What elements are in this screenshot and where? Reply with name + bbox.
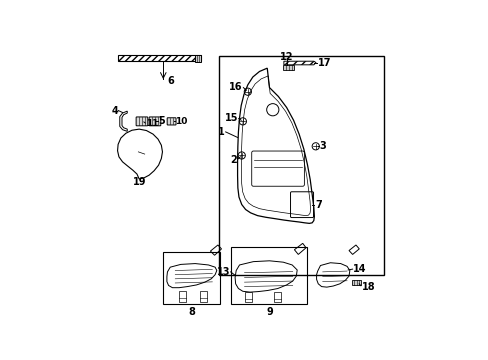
Text: 8: 8: [188, 307, 195, 317]
Text: 15: 15: [224, 113, 238, 123]
Text: 10: 10: [175, 117, 187, 126]
Bar: [218, 56, 383, 275]
Text: 4: 4: [111, 105, 118, 116]
Text: 12: 12: [279, 52, 293, 62]
Bar: [179, 291, 186, 302]
FancyBboxPatch shape: [149, 117, 161, 126]
Text: 14: 14: [352, 264, 366, 274]
Text: 7: 7: [314, 199, 321, 210]
Bar: [163, 252, 220, 304]
Text: 17: 17: [317, 58, 330, 68]
Text: 11: 11: [145, 119, 158, 128]
Bar: [244, 292, 251, 302]
Text: 1: 1: [218, 127, 224, 137]
Text: 18: 18: [361, 282, 374, 292]
Bar: [195, 55, 201, 62]
FancyBboxPatch shape: [136, 117, 147, 126]
Text: 19: 19: [133, 177, 146, 187]
Bar: [283, 65, 294, 70]
Bar: [351, 280, 361, 285]
Text: 2: 2: [230, 155, 237, 165]
Bar: [274, 292, 281, 302]
Text: 13: 13: [216, 267, 230, 277]
Bar: [117, 55, 200, 61]
Text: 5: 5: [158, 116, 165, 126]
Text: 6: 6: [166, 76, 173, 86]
Text: 3: 3: [319, 141, 325, 151]
Bar: [200, 291, 207, 302]
Bar: [231, 247, 307, 304]
Text: 16: 16: [229, 82, 243, 92]
FancyBboxPatch shape: [167, 118, 176, 125]
Text: 9: 9: [265, 307, 272, 317]
